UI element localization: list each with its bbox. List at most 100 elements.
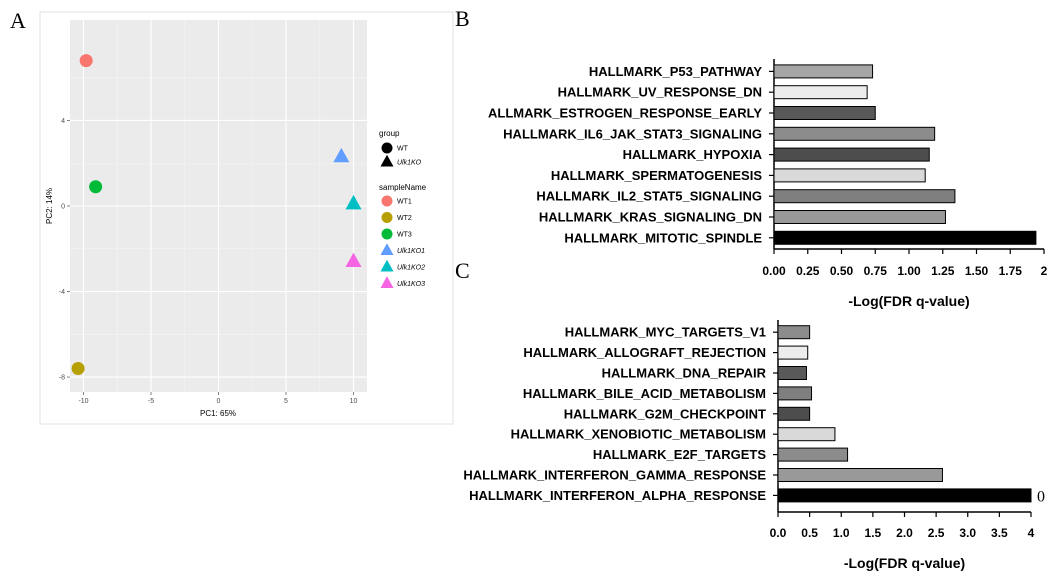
bar-annotation: 0 xyxy=(1037,488,1045,505)
x-tick-label: 1.0 xyxy=(833,526,850,540)
category-label: HALLMARK_G2M_CHECKPOINT xyxy=(564,406,766,421)
pca-y-tick-label: -4 xyxy=(59,289,65,296)
pca-point-Ulk1KO2 xyxy=(345,194,362,210)
category-label: HALLMARK_KRAS_SIGNALING_DN xyxy=(539,210,762,225)
x-tick-label: 3.5 xyxy=(991,526,1008,540)
pca-x-axis-title: PC1: 65% xyxy=(200,409,236,418)
bar-chart-b: HALLMARK_P53_PATHWAY HALLMARK_UV_RESPONSE… xyxy=(488,59,1048,309)
bar xyxy=(777,345,809,360)
pca-points xyxy=(71,54,362,375)
pca-plot: -10 -5 0 5 10 -8 -4 0 4 PC1: 65% PC2: 14% group … xyxy=(39,11,454,425)
category-label: HALLMARK_DNA_REPAIR xyxy=(602,366,767,381)
x-tick-label: 2 xyxy=(1041,264,1048,278)
pca-x-tick-label: 10 xyxy=(350,398,358,405)
pca-point-Ulk1KO1 xyxy=(333,147,350,163)
legend-group-title: group xyxy=(379,129,400,138)
x-tick-label: 0.0 xyxy=(770,526,787,540)
category-label: HALLMARK_MITOTIC_SPINDLE xyxy=(564,230,762,245)
legend-sample-label: WT3 xyxy=(397,232,412,239)
panel-label-b: B xyxy=(455,6,470,31)
legend-sample-label: WT1 xyxy=(397,199,412,206)
bar xyxy=(777,427,836,442)
legend-group-label: Ulk1KO xyxy=(397,160,422,167)
x-tick-label: 1.5 xyxy=(865,526,882,540)
bar xyxy=(773,85,868,100)
legend-sample-symbol xyxy=(381,195,393,207)
category-label: HALLMARK_SPERMATOGENESIS xyxy=(551,168,762,183)
category-label: HALLMARK_BILE_ACID_METABOLISM xyxy=(523,386,766,401)
legend-sample-label: Ulk1KO3 xyxy=(397,281,425,288)
x-tick-label: 0.75 xyxy=(864,264,888,278)
bar xyxy=(777,468,943,482)
x-axis-title: -Log(FDR q-value) xyxy=(844,555,965,571)
panel-label-a: A xyxy=(10,8,26,33)
legend-sample-symbol xyxy=(381,228,393,240)
x-tick-label: 2.0 xyxy=(896,526,913,540)
bar xyxy=(773,147,930,162)
bar xyxy=(777,406,811,421)
bar xyxy=(777,447,849,462)
x-tick-label: 0.50 xyxy=(830,264,854,278)
pca-tick-labels: -10 -5 0 5 10 -8 -4 0 4 xyxy=(59,118,358,405)
legend-sample-label: WT2 xyxy=(397,215,412,222)
pca-x-tick-label: 5 xyxy=(284,398,288,405)
bar xyxy=(773,64,874,79)
x-tick-label: 4 xyxy=(1028,526,1035,540)
category-label: HALLMARK_XENOBIOTIC_METABOLISM xyxy=(511,427,766,442)
pca-point-Ulk1KO3 xyxy=(345,252,362,268)
bar xyxy=(777,366,807,380)
panel-label-c: C xyxy=(455,258,470,283)
bar xyxy=(773,230,1037,245)
x-tick-label: 3.0 xyxy=(959,526,976,540)
bar xyxy=(773,189,956,204)
pca-y-tick-label: -8 xyxy=(59,375,65,382)
bar xyxy=(773,126,936,141)
category-label: HALLMARK_INTERFERON_ALPHA_RESPONSE xyxy=(469,488,766,503)
pca-point-WT2 xyxy=(71,361,85,375)
x-tick-label: 0.5 xyxy=(801,526,818,540)
x-tick-label: 1.75 xyxy=(999,264,1023,278)
bar xyxy=(777,488,1032,503)
pca-y-axis-title: PC2: 14% xyxy=(45,188,54,224)
pca-gridlines xyxy=(70,20,367,392)
x-tick-label: 0.25 xyxy=(796,264,820,278)
category-label: ALLMARK_ESTROGEN_RESPONSE_EARLY xyxy=(488,106,762,121)
legend-group-label: WT xyxy=(397,146,409,153)
category-label: HALLMARK_P53_PATHWAY xyxy=(589,64,762,79)
category-label: HALLMARK_ALLOGRAFT_REJECTION xyxy=(523,345,766,360)
category-label: HALLMARK_MYC_TARGETS_V1 xyxy=(565,325,766,340)
category-label: HALLMARK_IL2_STAT5_SIGNALING xyxy=(536,189,762,204)
pca-x-tick-label: -10 xyxy=(78,398,88,405)
x-tick-label: 1.50 xyxy=(965,264,989,278)
x-tick-label: 1.25 xyxy=(931,264,955,278)
pca-y-tick-label: 0 xyxy=(61,204,65,211)
bar xyxy=(773,106,876,120)
x-axis-title: -Log(FDR q-value) xyxy=(848,293,969,309)
category-label: HALLMARK_IL6_JAK_STAT3_SIGNALING xyxy=(503,126,762,141)
legend-sample-symbol xyxy=(380,243,394,255)
legend-sample-title: sampleName xyxy=(379,183,427,192)
category-label: HALLMARK_E2F_TARGETS xyxy=(593,447,766,462)
legend-sample-label: Ulk1KO2 xyxy=(397,265,425,272)
pca-point-WT1 xyxy=(79,54,93,68)
bar xyxy=(777,386,813,401)
x-tick-label: 2.5 xyxy=(928,526,945,540)
category-label: HALLMARK_HYPOXIA xyxy=(623,147,763,162)
legend-sample-symbol xyxy=(381,212,393,223)
bar xyxy=(777,325,811,340)
pca-x-tick-label: -5 xyxy=(148,398,154,405)
pca-x-tick-label: 0 xyxy=(217,398,221,405)
bar xyxy=(773,168,926,183)
x-tick-label: 0.00 xyxy=(762,264,786,278)
bar xyxy=(773,210,946,224)
category-label: HALLMARK_INTERFERON_GAMMA_RESPONSE xyxy=(463,468,766,483)
pca-point-WT3 xyxy=(89,180,103,194)
x-tick-label: 1.00 xyxy=(897,264,921,278)
legend-group-symbol-circle xyxy=(381,142,393,154)
pca-y-tick-label: 4 xyxy=(61,118,65,125)
legend-sample-label: Ulk1KO1 xyxy=(397,248,425,255)
legend-sample-symbol xyxy=(380,276,394,288)
pca-legend: group sampleName WT Ulk1KO WT1 WT2 WT3 Ulk1KO… xyxy=(379,129,427,288)
category-label: HALLMARK_UV_RESPONSE_DN xyxy=(558,85,762,100)
